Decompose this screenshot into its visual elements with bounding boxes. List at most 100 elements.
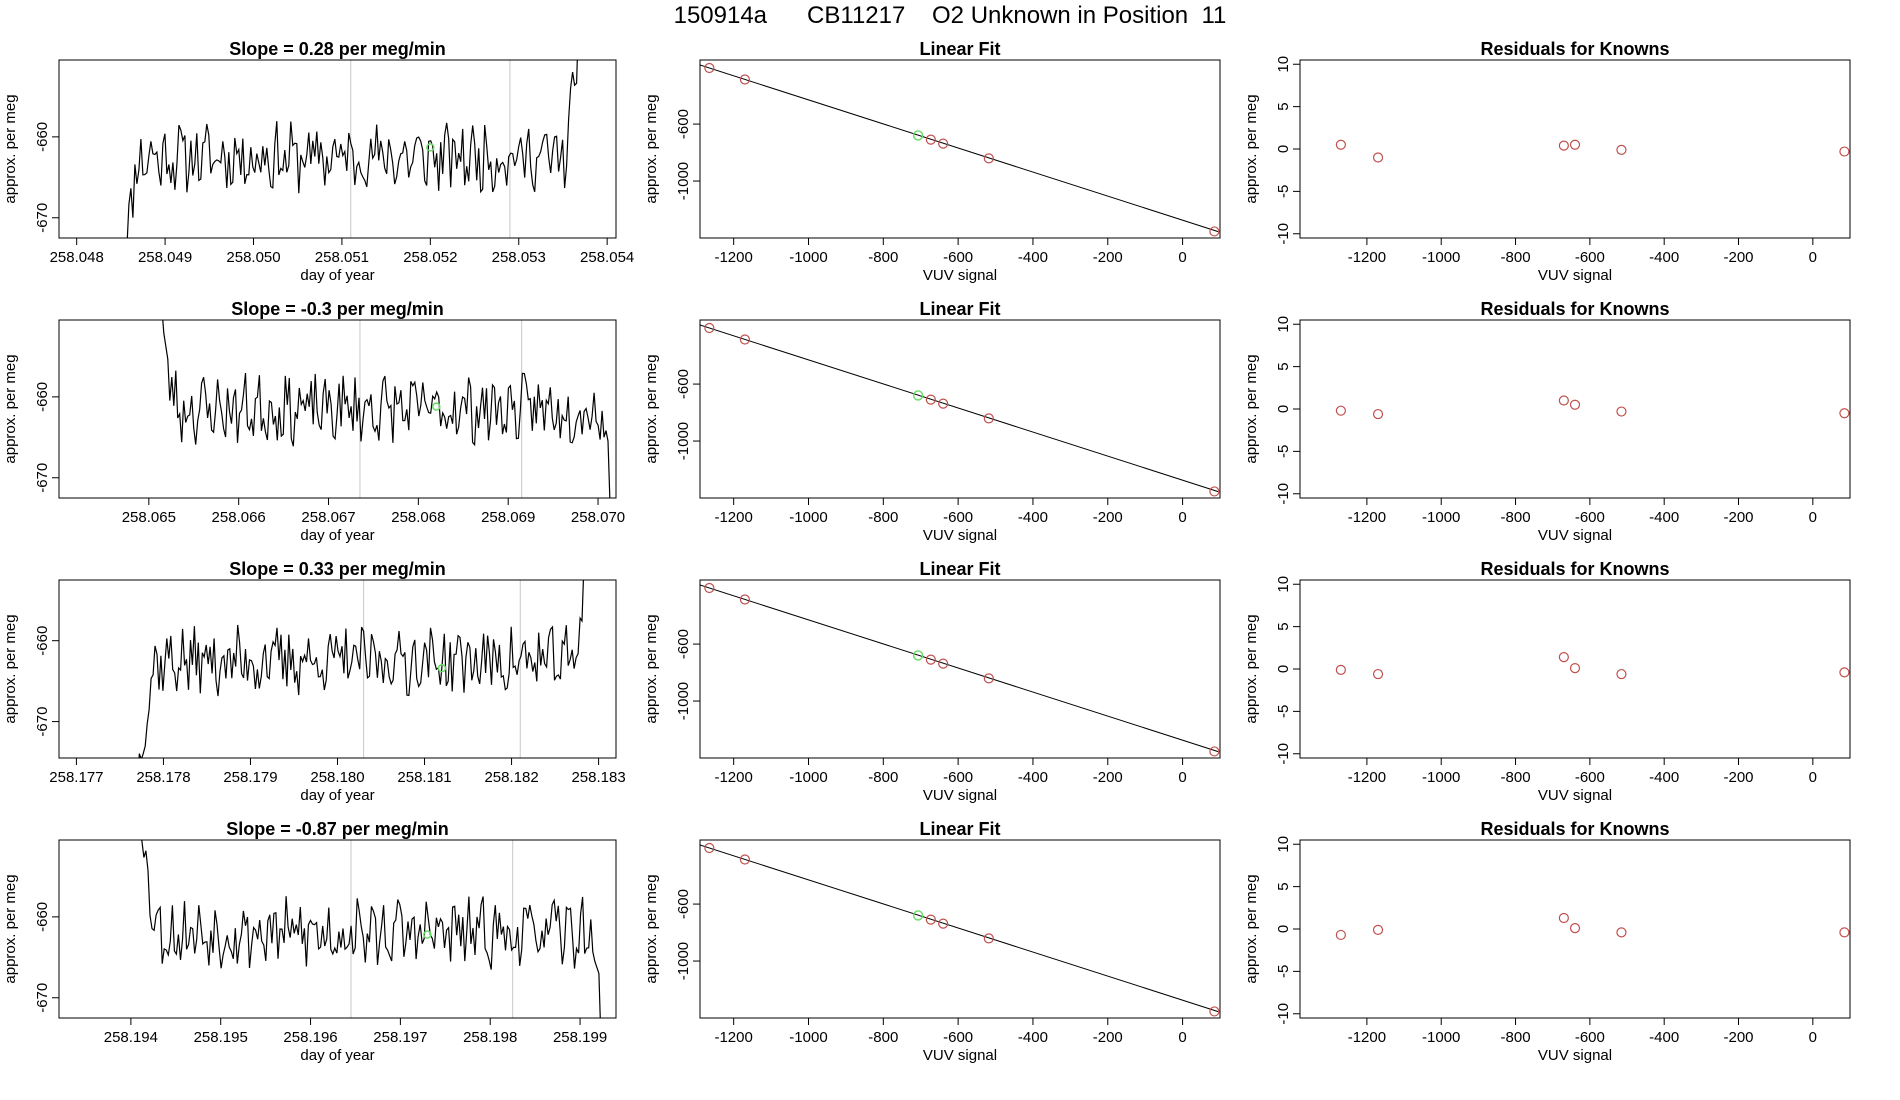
y-axis-label: approx. per meg [1243, 354, 1260, 463]
known-point [1209, 1006, 1220, 1017]
plot-area [141, 840, 601, 1018]
y-tick-label: -670 [34, 983, 51, 1013]
y-tick-label: -10 [1275, 1003, 1292, 1025]
x-tick-label: 258.183 [571, 769, 625, 786]
x-tick-label: -200 [1093, 1029, 1123, 1046]
chart-title: Slope = 0.33 per meg/min [229, 559, 446, 579]
residual-point [1569, 139, 1581, 150]
known-point [739, 854, 750, 865]
x-tick-label: -1200 [1348, 769, 1386, 786]
x-tick-label: -400 [1018, 249, 1048, 266]
residual-point [1335, 929, 1346, 941]
y-tick-label: 5 [1275, 362, 1292, 370]
x-tick-label: -400 [1018, 509, 1048, 526]
x-axis-label: VUV signal [1538, 787, 1612, 804]
residual-point [1558, 140, 1569, 151]
x-tick-label: -400 [1018, 769, 1048, 786]
x-tick-label: -200 [1723, 509, 1753, 526]
x-tick-label: 258.070 [571, 509, 625, 526]
chart-title: Linear Fit [919, 819, 1000, 839]
y-tick-label: -10 [1275, 483, 1292, 505]
x-tick-label: 0 [1809, 769, 1817, 786]
residual-point [1616, 927, 1627, 938]
residual-point [1335, 664, 1346, 675]
y-axis-label: approx. per meg [1243, 94, 1260, 203]
time-series-panel: Slope = 0.28 per meg/min 258.048 258.049 25… [2, 39, 634, 284]
known-point [925, 914, 936, 925]
x-tick-label: 258.067 [301, 509, 355, 526]
x-tick-label: 258.049 [138, 249, 192, 266]
unknown-marker [426, 143, 435, 152]
x-tick-label: -800 [868, 1029, 898, 1046]
y-tick-label: -660 [34, 626, 51, 656]
residual-point [1569, 923, 1581, 934]
y-tick-label: -600 [675, 369, 692, 399]
known-point [704, 322, 715, 334]
known-point [938, 918, 949, 929]
x-axis-label: VUV signal [923, 1047, 997, 1064]
y-tick-label: -5 [1275, 705, 1292, 718]
x-tick-label: 258.180 [310, 769, 364, 786]
y-tick-label: -5 [1275, 445, 1292, 458]
x-tick-label: 258.196 [283, 1029, 337, 1046]
known-point [983, 413, 994, 424]
y-tick-label: -670 [34, 707, 51, 737]
y-tick-label: -600 [675, 889, 692, 919]
x-axis-label: day of year [300, 1047, 374, 1064]
fit-line [700, 324, 1219, 493]
fit-line [700, 844, 1219, 1013]
plot-frame [699, 579, 1221, 759]
y-axis-label: approx. per meg [643, 94, 660, 203]
x-axis-label: VUV signal [1538, 1047, 1612, 1064]
x-tick-label: -1000 [1422, 1029, 1460, 1046]
known-point [739, 594, 750, 605]
residual-point [1372, 924, 1384, 935]
x-tick-label: -400 [1649, 509, 1679, 526]
known-point [704, 842, 715, 854]
y-tick-label: -660 [34, 122, 51, 152]
x-tick-label: -600 [1575, 509, 1605, 526]
x-tick-label: -1200 [714, 1029, 752, 1046]
linear-fit-panel: Linear Fit -1200 -1000 -800 -600 -400 -200 0 VUV… [643, 39, 1221, 284]
x-tick-label: -600 [943, 769, 973, 786]
plot-area [700, 582, 1220, 757]
y-tick-label: 5 [1275, 882, 1292, 890]
x-tick-label: -1200 [714, 509, 752, 526]
y-tick-label: -5 [1275, 965, 1292, 978]
x-tick-label: -800 [868, 769, 898, 786]
unknown-marker [423, 930, 432, 939]
y-tick-label: 0 [1275, 145, 1292, 153]
x-tick-label: 0 [1178, 1029, 1186, 1046]
unknown-point [912, 910, 924, 921]
x-tick-label: 258.197 [373, 1029, 427, 1046]
x-tick-label: 258.199 [553, 1029, 607, 1046]
known-point [1209, 746, 1220, 757]
x-tick-label: -200 [1723, 249, 1753, 266]
known-point [1209, 486, 1220, 497]
plot-area [1335, 912, 1850, 941]
signal-trace [162, 320, 611, 498]
plot-frame [699, 319, 1221, 499]
unknown-point [912, 390, 924, 401]
x-tick-label: 258.177 [49, 769, 103, 786]
y-tick-label: 0 [1275, 405, 1292, 413]
x-tick-label: 258.054 [580, 249, 634, 266]
fit-line [700, 584, 1219, 753]
x-tick-label: 258.050 [226, 249, 280, 266]
residuals-panel: Residuals for Knowns-1200 -1000 -800 -600 -4… [1243, 819, 1851, 1064]
x-tick-label: -200 [1093, 509, 1123, 526]
y-tick-label: -670 [34, 463, 51, 493]
x-tick-label: -1000 [789, 249, 827, 266]
residual-point [1558, 652, 1569, 663]
residual-point [1558, 395, 1569, 406]
x-tick-label: -800 [868, 249, 898, 266]
x-tick-label: -1200 [714, 249, 752, 266]
residual-point [1335, 139, 1346, 150]
plot-frame [58, 839, 617, 1019]
x-tick-label: -200 [1723, 769, 1753, 786]
y-tick-label: 10 [1275, 836, 1292, 853]
plot-area [138, 580, 584, 758]
known-point [925, 394, 936, 405]
y-tick-label: -600 [675, 629, 692, 659]
chart-title: Slope = 0.28 per meg/min [229, 39, 446, 59]
